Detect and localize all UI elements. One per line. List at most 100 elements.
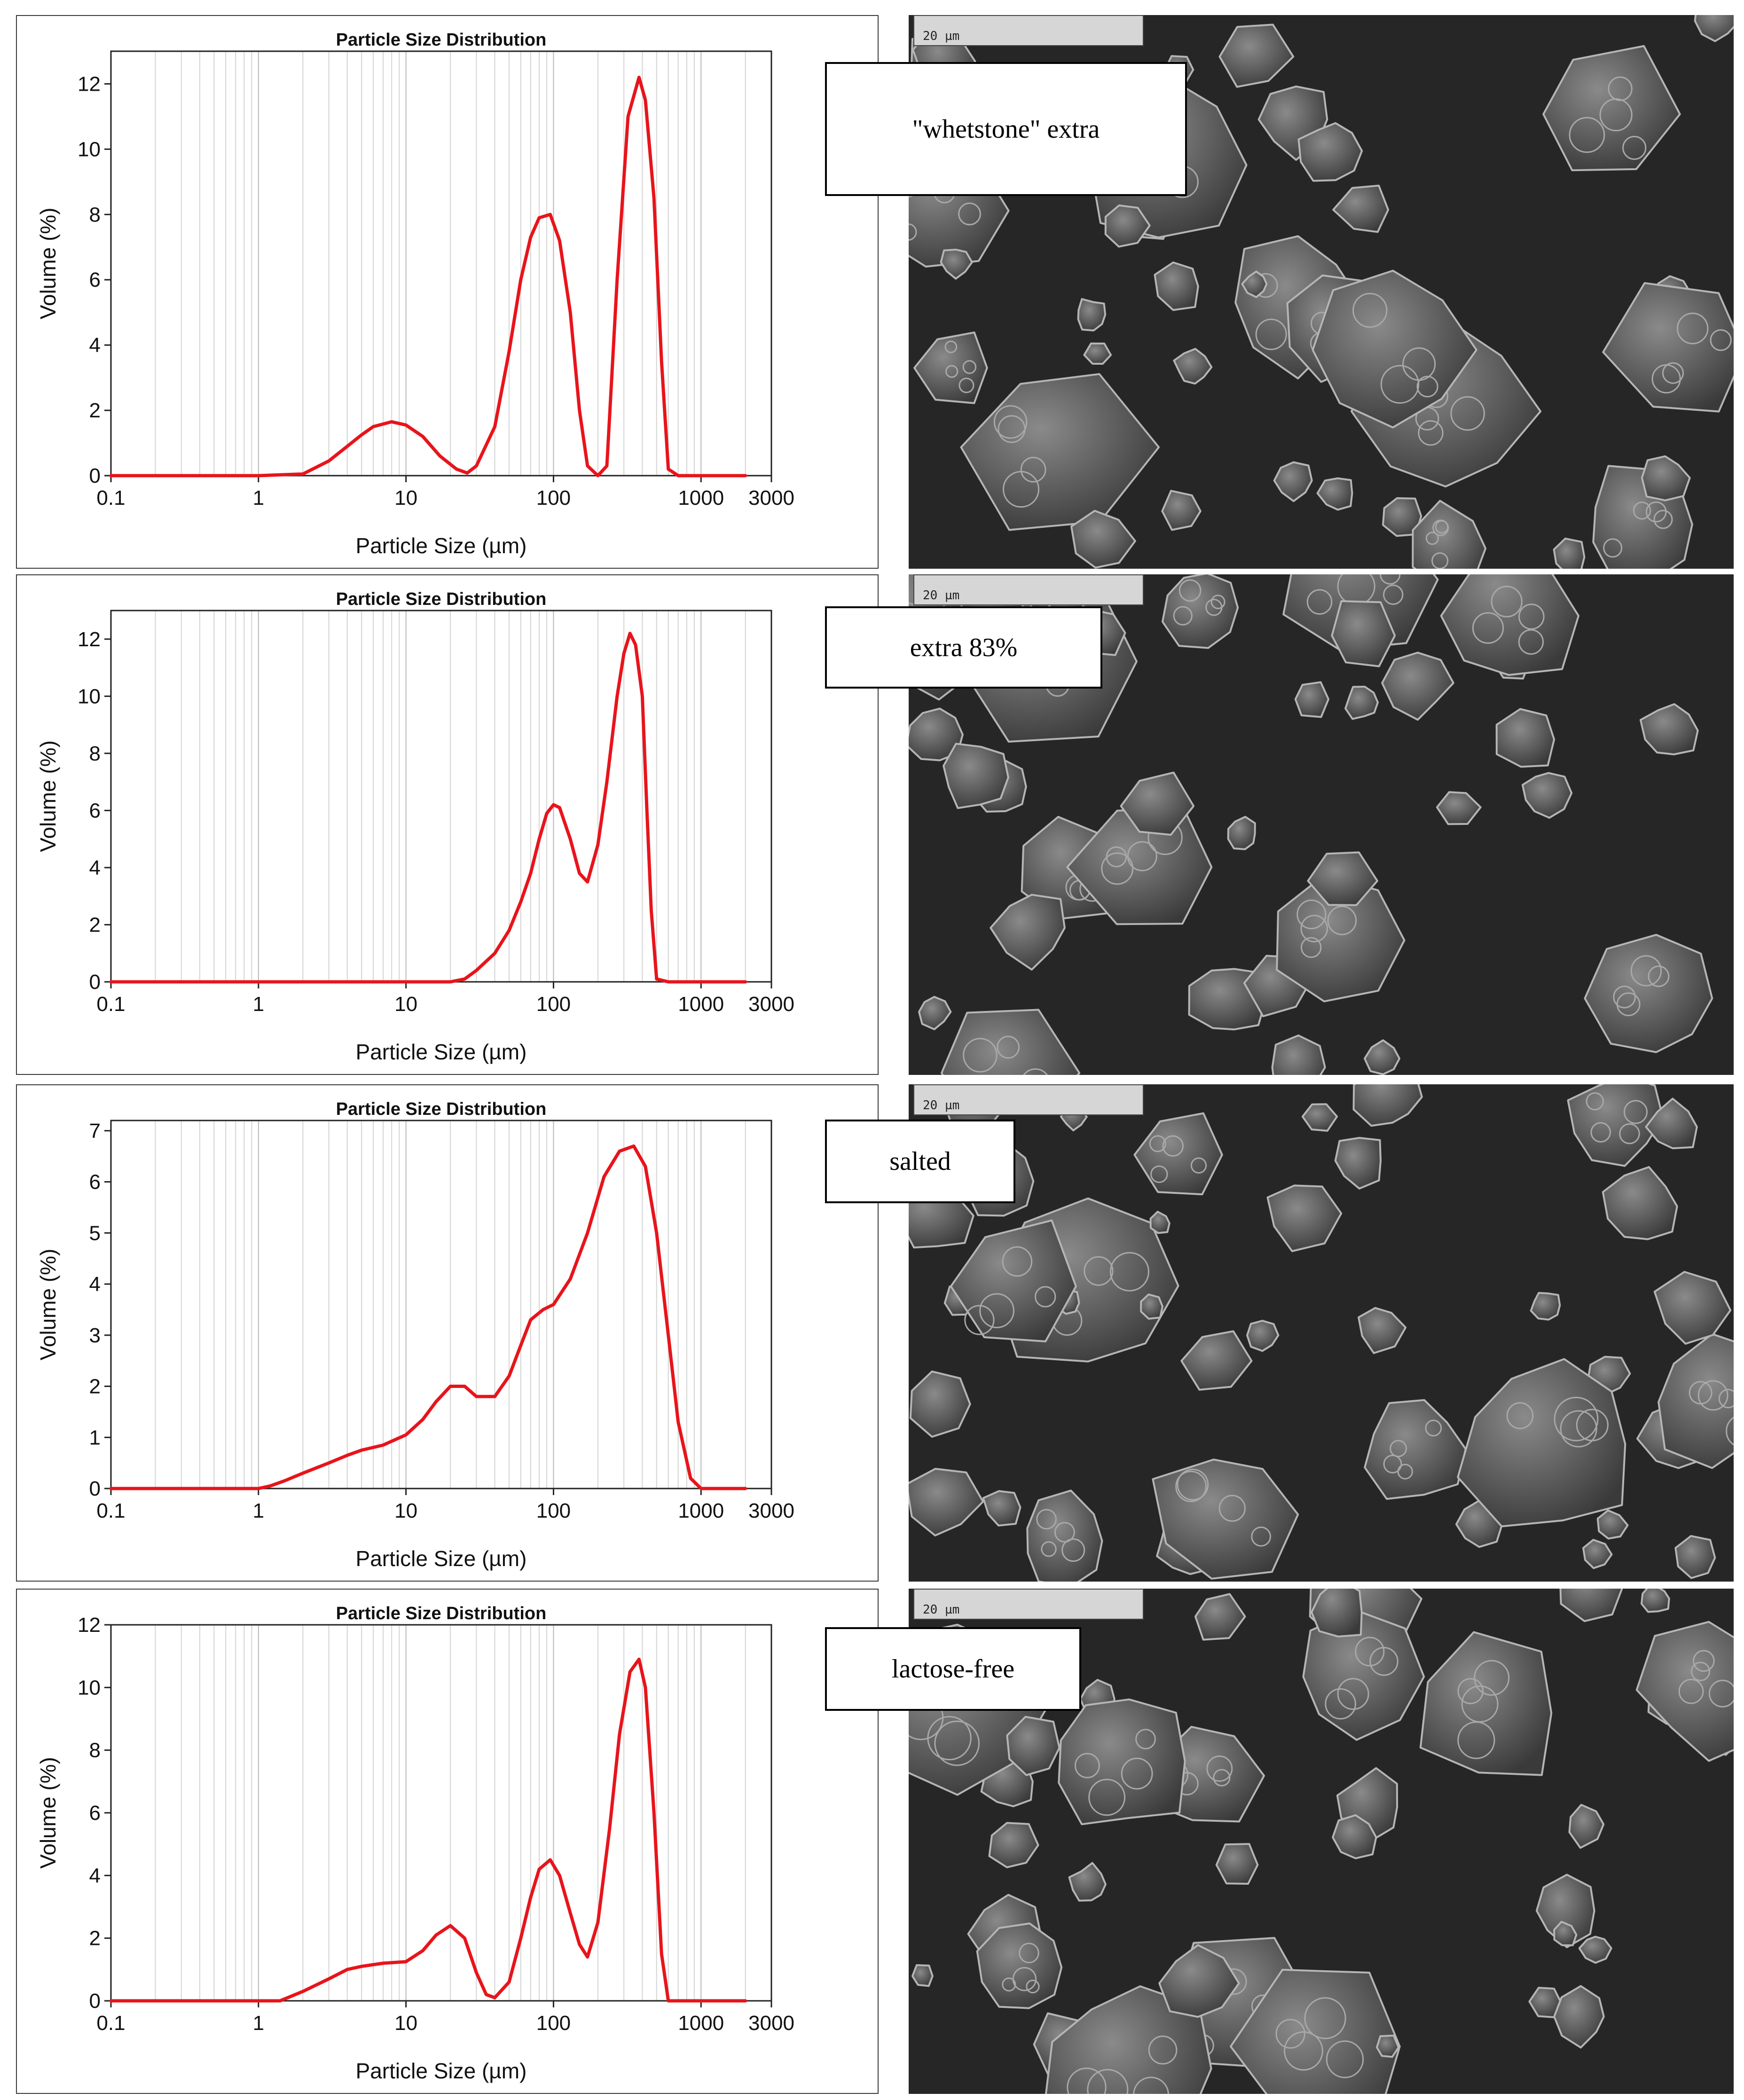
x-tick-label: 100 (536, 993, 571, 1016)
sem-particle-dimple (993, 405, 1028, 439)
sem-particle-dimple (1177, 1468, 1209, 1501)
sem-particle-dimple (1148, 2035, 1178, 2065)
sem-particle-dimple (1608, 76, 1633, 101)
grid-lines (110, 1625, 772, 2001)
sem-particle (1218, 24, 1295, 88)
sem-particle-dimple (1326, 2040, 1364, 2078)
x-tick-label: 1 (253, 486, 264, 509)
sem-particle-dimple (1491, 586, 1523, 618)
sem-particle-dimple (1518, 629, 1544, 655)
sem-particle-dimple (1002, 1977, 1016, 1992)
sem-particle-dimple (1026, 1979, 1040, 1994)
sem-particle-dimple (1425, 1419, 1442, 1437)
x-tick-label: 1 (253, 993, 264, 1016)
sem-particle (1521, 772, 1573, 819)
sem-particle (1457, 1358, 1626, 1528)
x-tick-label: 1000 (678, 993, 724, 1016)
sem-particle (988, 1822, 1039, 1868)
x-tick-label: 10 (394, 486, 417, 509)
sem-particle-dimple (1619, 1123, 1640, 1144)
y-axis-title: Volume (%) (36, 1757, 60, 1869)
sem-particle (1161, 490, 1202, 531)
sem-particle-dimple (1173, 606, 1193, 626)
sem-particle (1302, 1609, 1425, 1741)
sem-particle (1436, 791, 1482, 825)
sem-particle-dimple (1678, 1678, 1704, 1704)
sem-particle (1058, 1698, 1186, 1826)
sem-particle (1154, 261, 1199, 311)
x-tick-label: 1 (253, 1499, 264, 1522)
y-tick-label: 10 (78, 1676, 101, 1699)
sem-particle (1530, 1292, 1561, 1321)
sem-particle-dimple (1613, 986, 1636, 1009)
chart-title: Particle Size Distribution (336, 589, 547, 609)
sem-particle (1331, 600, 1396, 667)
sem-particle-dimple (944, 340, 958, 353)
y-tick-label: 6 (89, 799, 101, 822)
sem-particle-dimple (1284, 2031, 1323, 2071)
y-tick-label: 4 (89, 334, 101, 357)
sem-particle (1553, 537, 1586, 569)
chart-title: Particle Size Distribution (336, 1604, 547, 1623)
sem-particle-dimple (1369, 1647, 1398, 1676)
sem-particle (1535, 1873, 1595, 1948)
sem-particle-dimple (1355, 1637, 1385, 1667)
x-tick-label: 0.1 (96, 993, 125, 1016)
sem-particle (909, 1370, 971, 1438)
sem-particle-dimple (1190, 1157, 1207, 1174)
sem-particle (1542, 45, 1681, 172)
sem-particle-dimple (1035, 1286, 1056, 1308)
sem-particle-dimple (1213, 1769, 1231, 1787)
sem-particle-dimple (1327, 906, 1357, 935)
sem-particle (940, 249, 973, 280)
sem-particle (1364, 1039, 1400, 1075)
sem-particle (1412, 500, 1487, 569)
sem-particle-dimple (1061, 1538, 1085, 1562)
y-tick-label: 6 (89, 268, 101, 291)
sem-particle-dimple (1383, 584, 1404, 605)
x-tick-label: 1000 (678, 486, 724, 509)
scale-bar-text-4: 20 µm (923, 1603, 960, 1617)
y-tick-label: 0 (89, 1477, 101, 1500)
sem-particle-dimple (1693, 1650, 1715, 1672)
y-tick-label: 10 (78, 138, 101, 161)
y-tick-label: 2 (89, 1927, 101, 1950)
x-tick-label: 10 (394, 1499, 417, 1522)
sem-particle-dimple (1012, 1967, 1037, 1991)
sem-particle-dimple (1432, 519, 1449, 536)
y-tick-label: 2 (89, 399, 101, 422)
y-axis-title: Volume (%) (36, 740, 60, 852)
sem-particle (1344, 686, 1379, 720)
sem-particle (1241, 270, 1268, 298)
sem-particle (1358, 1307, 1407, 1354)
sem-particle-dimple (1088, 1779, 1126, 1816)
sem-particle-dimple (1337, 1678, 1369, 1710)
sem-particle (1694, 15, 1734, 42)
sem-particle-dimple (1689, 1381, 1713, 1405)
sem-particle (1301, 1103, 1338, 1132)
sem-particle-dimple (1623, 1100, 1648, 1124)
sem-particle-dimple (1569, 117, 1605, 153)
sem-particle-dimple (1599, 98, 1633, 132)
sample-label-3: salted (825, 1120, 1015, 1203)
sem-particle (1495, 708, 1555, 768)
sem-particle-dimple (1431, 552, 1449, 569)
sem-particle-dimple (1645, 501, 1667, 523)
sem-particle-dimple (1275, 2019, 1305, 2049)
sem-particle (1658, 1333, 1734, 1469)
sem-particles-3 (909, 1084, 1734, 1582)
sem-particle-dimple (1127, 841, 1157, 871)
sem-particle-dimple (1352, 293, 1388, 328)
series-line (109, 632, 747, 984)
sem-particle (1381, 651, 1454, 721)
sem-particle-dimple (1255, 318, 1287, 350)
scale-bar-text-3: 20 µm (923, 1098, 960, 1113)
sem-particle-dimple (1457, 1721, 1495, 1759)
y-axis-title: Volume (%) (36, 1249, 60, 1361)
sem-particle-dimple (1041, 1541, 1057, 1557)
sem-particle-dimple (1648, 965, 1670, 987)
sem-particle (1316, 477, 1353, 511)
sem-particle (1376, 2034, 1399, 2058)
sem-particle-dimple (1662, 362, 1684, 384)
sem-particle-dimple (927, 1716, 972, 1761)
